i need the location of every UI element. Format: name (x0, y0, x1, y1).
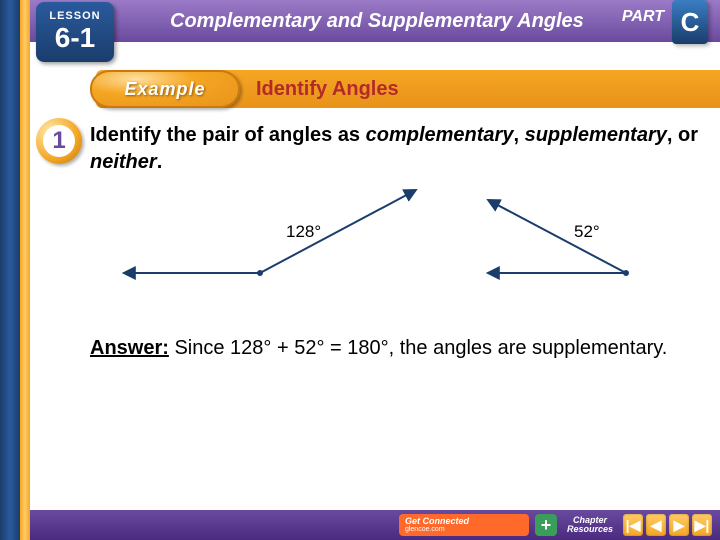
nav-next-button[interactable]: ▶ (669, 514, 689, 536)
lesson-word: LESSON (49, 10, 100, 22)
get-connected-button[interactable]: Get Connected glencoe.com (399, 514, 529, 536)
header-bar: Complementary and Supplementary Angles (30, 0, 720, 42)
content-area: Identify the pair of angles as complemen… (90, 122, 700, 176)
question-text: Identify the pair of angles as complemen… (90, 122, 700, 176)
nav-last-button[interactable]: ▶| (692, 514, 712, 536)
question-lead: Identify the pair of angles as (90, 124, 366, 146)
question-opt3: neither (90, 151, 157, 173)
nav-group: |◀ ◀ ▶ ▶| (623, 514, 712, 536)
lesson-badge: LESSON 6-1 (36, 2, 114, 62)
example-strip: Example Identify Angles (96, 70, 720, 108)
get-connected-l1: Get Connected (405, 517, 469, 526)
header-title: Complementary and Supplementary Angles (170, 10, 584, 33)
answer-block: Answer: Since 128° + 52° = 180°, the ang… (90, 335, 690, 362)
angle2-label: 52° (574, 222, 600, 241)
plus-button[interactable]: + (535, 514, 557, 536)
left-accent (20, 0, 30, 540)
answer-label: Answer: (90, 337, 169, 359)
header-part-letter: C (672, 0, 708, 44)
example-number: 1 (43, 125, 75, 157)
nav-first-button[interactable]: |◀ (623, 514, 643, 536)
get-connected-l2: glencoe.com (405, 526, 445, 533)
example-badge-text: Example (124, 79, 205, 100)
angle1-label: 128° (286, 222, 321, 241)
example-title: Identify Angles (256, 78, 399, 101)
answer-text: Since 128° + 52° = 180°, the angles are … (169, 337, 667, 359)
nav-prev-button[interactable]: ◀ (646, 514, 666, 536)
angle-diagram: 128° 52° (120, 185, 660, 295)
left-spine (0, 0, 20, 540)
chapter-l2: Resources (567, 525, 613, 534)
question-sep2: , or (667, 124, 698, 146)
question-sep1: , (513, 124, 524, 146)
chapter-resources-button[interactable]: Chapter Resources (567, 516, 613, 534)
lesson-number: 6-1 (55, 22, 95, 54)
example-number-badge: 1 (36, 118, 82, 164)
question-opt1: complementary (366, 124, 514, 146)
header-part-word: PART (622, 8, 664, 26)
example-badge: Example (90, 70, 240, 108)
question-opt2: supplementary (525, 124, 667, 146)
footer-bar: Get Connected glencoe.com + Chapter Reso… (30, 510, 720, 540)
question-tail: . (157, 151, 163, 173)
